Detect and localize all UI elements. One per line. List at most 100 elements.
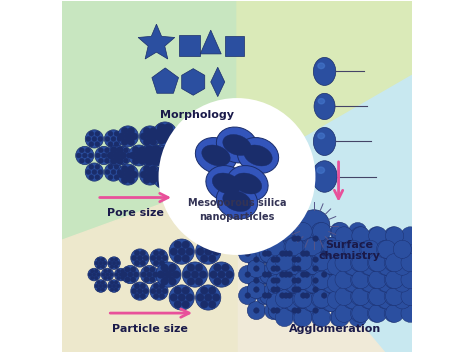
Circle shape [264, 301, 283, 319]
Circle shape [313, 260, 331, 278]
Circle shape [105, 137, 110, 142]
Circle shape [162, 255, 167, 261]
Circle shape [267, 238, 285, 256]
Circle shape [320, 256, 338, 274]
Circle shape [146, 171, 154, 178]
Ellipse shape [244, 145, 272, 166]
Circle shape [267, 256, 285, 274]
Circle shape [330, 260, 348, 278]
Circle shape [131, 288, 137, 294]
Circle shape [106, 273, 109, 276]
Circle shape [176, 157, 185, 166]
Circle shape [116, 261, 120, 265]
Circle shape [142, 152, 149, 159]
Circle shape [140, 283, 146, 289]
Circle shape [114, 281, 118, 285]
Circle shape [302, 238, 321, 256]
Circle shape [393, 257, 411, 275]
Ellipse shape [216, 183, 258, 219]
Polygon shape [138, 24, 175, 59]
Circle shape [311, 241, 329, 259]
Circle shape [189, 178, 198, 187]
Circle shape [378, 240, 396, 258]
Text: Mesoporous silica: Mesoporous silica [188, 198, 286, 208]
Circle shape [118, 126, 138, 147]
Circle shape [174, 301, 182, 308]
Circle shape [161, 146, 168, 154]
Circle shape [118, 158, 122, 163]
Circle shape [117, 146, 124, 154]
Circle shape [95, 261, 99, 265]
Circle shape [164, 178, 173, 187]
Polygon shape [200, 30, 221, 54]
Circle shape [360, 257, 378, 275]
Circle shape [330, 290, 348, 308]
Circle shape [268, 251, 286, 269]
Circle shape [156, 262, 181, 287]
Circle shape [352, 277, 370, 295]
Circle shape [289, 259, 307, 278]
Circle shape [124, 133, 131, 140]
Circle shape [294, 309, 312, 327]
Circle shape [348, 279, 367, 297]
Circle shape [321, 251, 327, 256]
Circle shape [172, 272, 177, 277]
Circle shape [125, 267, 130, 272]
Circle shape [222, 278, 229, 285]
Circle shape [131, 171, 138, 178]
Circle shape [313, 252, 331, 271]
Circle shape [128, 138, 135, 145]
Circle shape [315, 245, 333, 263]
Circle shape [287, 293, 292, 298]
Circle shape [140, 293, 146, 299]
Circle shape [254, 278, 259, 283]
Circle shape [157, 167, 166, 176]
Circle shape [307, 251, 325, 269]
Circle shape [292, 290, 311, 308]
Circle shape [304, 275, 322, 293]
Circle shape [183, 271, 191, 279]
Ellipse shape [318, 63, 325, 68]
Circle shape [150, 138, 156, 145]
Circle shape [156, 255, 162, 261]
Circle shape [307, 280, 325, 299]
Circle shape [369, 270, 387, 289]
Circle shape [358, 291, 376, 309]
Circle shape [256, 286, 274, 305]
Circle shape [114, 258, 118, 262]
Circle shape [145, 145, 154, 154]
Circle shape [99, 158, 103, 163]
Circle shape [108, 131, 113, 136]
Circle shape [289, 280, 307, 299]
Circle shape [335, 227, 353, 245]
Circle shape [187, 278, 195, 285]
Circle shape [357, 275, 375, 293]
Ellipse shape [202, 145, 230, 166]
Circle shape [358, 240, 376, 258]
Circle shape [304, 293, 322, 312]
Circle shape [275, 279, 293, 297]
Circle shape [271, 266, 276, 271]
Circle shape [254, 257, 259, 262]
Circle shape [357, 256, 375, 274]
Circle shape [330, 241, 348, 259]
Circle shape [393, 274, 411, 292]
Circle shape [315, 286, 333, 305]
Circle shape [128, 145, 149, 166]
Circle shape [294, 241, 312, 259]
Circle shape [285, 293, 303, 312]
Text: Agglomeration: Agglomeration [289, 324, 381, 334]
Circle shape [384, 253, 402, 272]
Circle shape [130, 277, 136, 282]
Circle shape [283, 251, 289, 256]
Circle shape [311, 222, 329, 241]
Circle shape [103, 261, 107, 265]
Circle shape [335, 277, 353, 295]
Circle shape [204, 248, 212, 256]
Circle shape [114, 146, 132, 164]
Circle shape [254, 287, 259, 292]
Circle shape [285, 256, 303, 274]
Circle shape [271, 236, 276, 241]
Circle shape [151, 157, 160, 166]
Circle shape [191, 271, 199, 279]
